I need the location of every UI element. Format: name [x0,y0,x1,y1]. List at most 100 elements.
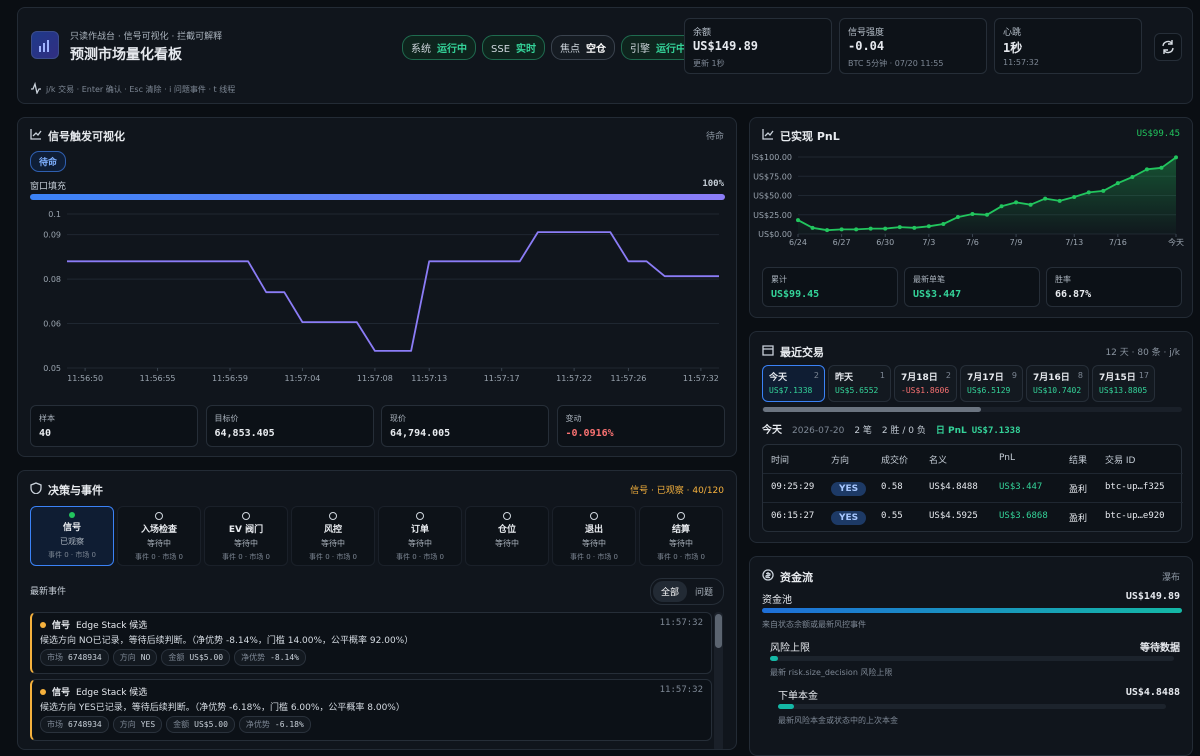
summary-pnl-value: US$7.1338 [971,426,1021,436]
fill-value: 100% [702,179,724,189]
panel-meta: 信号 · 已观察 · 40/120 [630,486,724,496]
chip-value: NO [140,653,151,662]
point [912,225,917,230]
day-tab[interactable]: 今天 2 US$7.1338 [762,365,825,402]
point [839,227,844,232]
stat-sub: 11:57:32 [1003,58,1039,67]
status-badge: SSE 实时 [482,35,546,60]
step-state: 等待中 [495,539,519,548]
scrollbar [714,612,723,749]
day-tab[interactable]: 7月15日 17 US$13.8805 [1092,365,1155,402]
signal-panel: 信号触发可视化 待命 待命 窗口填充 100% 0.05 0.06 0.08 0.09 0.1 11… [17,117,737,457]
point [1072,195,1077,200]
step-state: 等待中 [669,539,693,548]
badge-label: 焦点 [560,44,581,55]
day-tab[interactable]: 7月18日 2 -US$1.8606 [894,365,957,402]
fill-track [30,194,725,200]
point [1057,198,1062,203]
stat-label: 余额 [693,28,712,38]
point [1043,196,1048,201]
point [796,218,800,223]
table-header: 结果 [1069,456,1088,466]
pipeline-step: 入场检查 等待中 事件 0 · 市场 0 [117,506,201,566]
icon [30,129,42,140]
table-header: 时间 [771,456,790,466]
step-state: 已观察 [60,537,84,546]
logo [31,31,59,59]
step-state: 等待中 [321,539,345,548]
refresh-button[interactable] [1154,33,1182,61]
logo-bars [39,40,49,52]
table-cell: YES [831,482,867,496]
pipeline-step: 信号 已观察 事件 0 · 市场 0 [30,506,114,566]
point [1028,202,1033,207]
tab-pnl: US$6.5129 [967,386,1011,395]
filter-button[interactable]: 问题 [694,588,713,598]
metric-label: 目标价 [214,414,239,423]
fund-note: 来自状态余额或最新风控事件 [762,620,866,629]
fund-bar [770,656,779,661]
tab-count: 9 [1011,371,1017,380]
metric-card: 最新单笔 US$3.447 [904,267,1040,307]
x-tick-label: 11:56:50 [67,374,103,383]
title: 预测市场量化看板 [70,47,182,63]
point [1014,200,1019,205]
chip-value: 6748934 [68,720,102,729]
step-dot [503,512,511,520]
metric-card: 变动 -0.0916% [556,405,725,447]
point [883,226,888,231]
event-tag: 信号 [52,688,71,698]
event-chips: 市场 6748934 方向 NO 金额 US$5.00 净优势 -8.14% [40,649,306,666]
point [1144,167,1149,172]
row-divider [763,502,1183,503]
step-dot [242,512,250,520]
summary-pnl-label: 日 PnL [935,426,967,436]
chip-label: 金额 [173,720,190,729]
fund-track [762,608,1182,613]
event-text: 候选方向 YES已记录，等待后续判断。（净优势 -6.18%，门槛 6.00%，… [40,703,405,713]
table-cell: US$3.447 [999,482,1043,492]
stat-sub: 更新 1秒 [693,59,725,68]
fund-bar [762,608,1182,613]
point [970,211,975,216]
event-card: 信号 Edge Stack 候选 11:57:32 候选方向 YES已记录，等待后续判… [30,679,712,741]
step-state: 等待中 [408,539,432,548]
tab-pnl: US$10.7402 [1033,386,1082,395]
header-panel: 只读作战台 · 信号可视化 · 拦截可解释 预测市场量化看板 系统 运行中 SSE 实时焦… [17,7,1193,104]
table-cell: 0.58 [881,482,903,492]
step-state: 等待中 [234,539,258,548]
day-tab[interactable]: 7月16日 8 US$10.7402 [1026,365,1089,402]
y-tick-label: 0.09 [43,231,61,240]
x-tick-label: 11:57:32 [683,374,719,383]
x-tick-label: 7/13 [1065,238,1083,247]
event-time: 11:57:32 [659,618,703,628]
step-counts: 事件 0 · 市场 0 [221,553,271,561]
event-chip: 金额 US$5.00 [161,649,231,666]
step-name: 退出 [584,525,603,535]
table-header: PnL [999,453,1015,463]
metric-card: 胜率 66.87% [1046,267,1182,307]
fund-track [770,656,1174,661]
fund-value: 等待数据 [1140,643,1180,654]
x-tick-label: 6/24 [789,238,807,247]
chip-label: 方向 [119,720,136,729]
day-tab[interactable]: 昨天 1 US$5.6552 [828,365,891,402]
metric-card: 样本 40 [30,405,198,447]
area [798,157,1176,234]
scroll-thumb [715,614,722,648]
dashboard: {"header":{"subtitle":"只读作战台 · 信号可视化 · 拦… [17,7,1193,756]
step-dot [677,512,685,520]
refresh-icon [1162,40,1174,54]
stat-card: 余额 US$149.89 更新 1秒 [684,18,832,74]
panel-status: 待命 [705,132,724,142]
icon [30,482,42,494]
x-tick-label: 6/30 [876,238,894,247]
chip-value: -6.18% [274,720,304,729]
day-tab[interactable]: 7月17日 9 US$6.5129 [960,365,1023,402]
step-counts: 事件 0 · 市场 0 [569,553,619,561]
filter-button[interactable]: 全部 [652,581,687,602]
badge-label: 引擎 [630,44,651,55]
x-tick-label: 11:56:59 [212,374,248,383]
funds-panel: 资金流 瀑布 资金池 US$149.89 来自状态余额或最新风控事件 风险上限 等待数据 最新… [749,556,1193,756]
metric-label: 变动 [565,414,582,423]
